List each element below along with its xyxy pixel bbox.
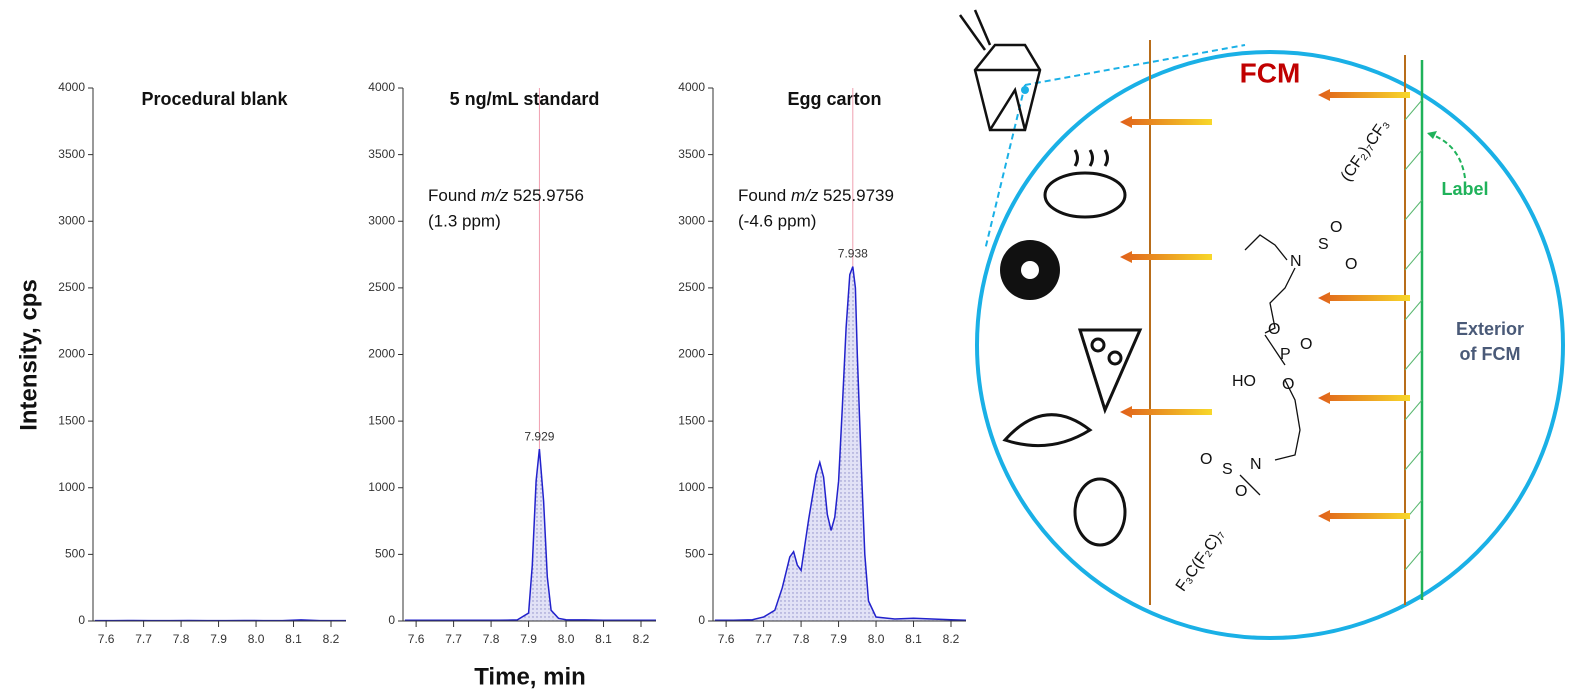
x-tick-label: 7.9 bbox=[210, 632, 227, 646]
found-part: 525.9739 bbox=[818, 186, 894, 205]
y-tick-label: 2000 bbox=[368, 347, 395, 361]
x-tick-label: 7.8 bbox=[173, 632, 190, 646]
atom: HO bbox=[1232, 373, 1256, 390]
y-tick-label: 2500 bbox=[368, 280, 395, 294]
page: {"chart_data":[ {"type":"line","title":"… bbox=[0, 0, 1572, 692]
y-tick-label: 0 bbox=[78, 613, 85, 627]
atom: N bbox=[1290, 253, 1302, 270]
y-tick-label: 3000 bbox=[58, 213, 85, 227]
atom: O bbox=[1200, 451, 1212, 468]
x-tick-label: 7.7 bbox=[135, 632, 152, 646]
y-tick-label: 4000 bbox=[678, 80, 705, 94]
exterior-text: Exterior bbox=[1456, 319, 1524, 339]
label-arrow bbox=[1427, 133, 1465, 178]
atom: P bbox=[1280, 346, 1291, 363]
x-tick-label: 7.7 bbox=[755, 632, 772, 646]
found-part: m/z bbox=[481, 186, 509, 205]
y-tick-label: 500 bbox=[375, 547, 395, 561]
molecule-bonds bbox=[1240, 235, 1300, 495]
y-tick-label: 2000 bbox=[58, 347, 85, 361]
atom: S bbox=[1318, 236, 1329, 253]
atom: O bbox=[1300, 336, 1312, 353]
food-icons bbox=[1005, 150, 1140, 545]
y-tick-label: 3500 bbox=[678, 147, 705, 161]
box-icon bbox=[960, 10, 1040, 130]
x-tick-label: 7.9 bbox=[830, 632, 847, 646]
x-tick-label: 7.6 bbox=[408, 632, 425, 646]
found-mz: Found m/z 525.9756 bbox=[428, 186, 584, 205]
y-tick-label: 500 bbox=[685, 547, 705, 561]
x-tick-label: 8.0 bbox=[558, 632, 575, 646]
trace bbox=[95, 620, 346, 621]
x-tick-label: 7.6 bbox=[718, 632, 735, 646]
x-tick-label: 8.2 bbox=[633, 632, 650, 646]
chart-title: Egg carton bbox=[787, 89, 881, 109]
x-tick-label: 7.6 bbox=[98, 632, 115, 646]
y-axis-label: Intensity, cps bbox=[15, 279, 42, 431]
charts: Procedural blank 0 500 1000 1500 2000 2500 3000… bbox=[58, 80, 966, 646]
y-tick-label: 0 bbox=[388, 613, 395, 627]
found-part: m/z bbox=[791, 186, 819, 205]
y-tick-label: 0 bbox=[698, 613, 705, 627]
figure: Intensity, cps Time, min Procedural blan… bbox=[0, 0, 1572, 692]
x-tick-label: 8.0 bbox=[868, 632, 885, 646]
y-tick-label: 4000 bbox=[58, 80, 85, 94]
chart-title: Procedural blank bbox=[141, 89, 288, 109]
peak-label: 7.929 bbox=[524, 429, 554, 443]
x-tick-label: 8.2 bbox=[943, 632, 960, 646]
found-mz: Found m/z 525.9739 bbox=[738, 186, 894, 205]
y-tick-label: 3000 bbox=[678, 213, 705, 227]
found-ppm: (1.3 ppm) bbox=[428, 211, 501, 230]
y-tick-label: 3500 bbox=[368, 147, 395, 161]
x-tick-label: 8.1 bbox=[905, 632, 922, 646]
x-tick-label: 7.8 bbox=[483, 632, 500, 646]
fcm-label: FCM bbox=[1240, 57, 1301, 88]
atom: O bbox=[1268, 321, 1280, 338]
x-tick-label: 7.9 bbox=[520, 632, 537, 646]
x-tick-label: 7.7 bbox=[445, 632, 462, 646]
zoom-line bbox=[1025, 45, 1245, 85]
y-tick-label: 2500 bbox=[58, 280, 85, 294]
y-tick-label: 1000 bbox=[678, 480, 705, 494]
atom: O bbox=[1235, 483, 1247, 500]
x-axis-label: Time, min bbox=[474, 663, 586, 690]
y-tick-label: 1000 bbox=[368, 480, 395, 494]
atom: O bbox=[1345, 256, 1357, 273]
label-arrowhead bbox=[1427, 131, 1437, 139]
diagram: FCM Label Exterior of FCM N S O O O P O … bbox=[960, 10, 1563, 638]
hatch bbox=[1405, 100, 1422, 570]
x-tick-label: 8.1 bbox=[595, 632, 612, 646]
y-tick-label: 3000 bbox=[368, 213, 395, 227]
label-text: Label bbox=[1441, 179, 1488, 199]
found-part: Found bbox=[738, 186, 791, 205]
y-tick-label: 1500 bbox=[368, 413, 395, 427]
y-tick-label: 3500 bbox=[58, 147, 85, 161]
found-part: Found bbox=[428, 186, 481, 205]
trace bbox=[405, 449, 656, 620]
y-tick-label: 500 bbox=[65, 547, 85, 561]
donut-hole bbox=[1021, 261, 1039, 279]
x-tick-label: 8.0 bbox=[248, 632, 265, 646]
exterior-text: of FCM bbox=[1460, 344, 1521, 364]
chem-tail: (CF₂)₇CF₃ bbox=[1338, 116, 1393, 184]
peak-label: 7.938 bbox=[838, 247, 868, 261]
y-tick-label: 2000 bbox=[678, 347, 705, 361]
x-tick-label: 8.2 bbox=[323, 632, 340, 646]
atom: S bbox=[1222, 461, 1233, 478]
atom: O bbox=[1282, 376, 1294, 393]
y-tick-label: 1000 bbox=[58, 480, 85, 494]
y-tick-label: 2500 bbox=[678, 280, 705, 294]
y-tick-label: 4000 bbox=[368, 80, 395, 94]
x-tick-label: 7.8 bbox=[793, 632, 810, 646]
found-part: 525.9756 bbox=[508, 186, 584, 205]
found-ppm: (-4.6 ppm) bbox=[738, 211, 816, 230]
chem-tail: F₃C(F₂C)₇ bbox=[1173, 526, 1228, 594]
y-tick-label: 1500 bbox=[58, 413, 85, 427]
atom: O bbox=[1330, 219, 1342, 236]
box-dot bbox=[1021, 86, 1029, 94]
y-tick-label: 1500 bbox=[678, 413, 705, 427]
chart-title: 5 ng/mL standard bbox=[450, 89, 600, 109]
atom: N bbox=[1250, 456, 1262, 473]
x-tick-label: 8.1 bbox=[285, 632, 302, 646]
